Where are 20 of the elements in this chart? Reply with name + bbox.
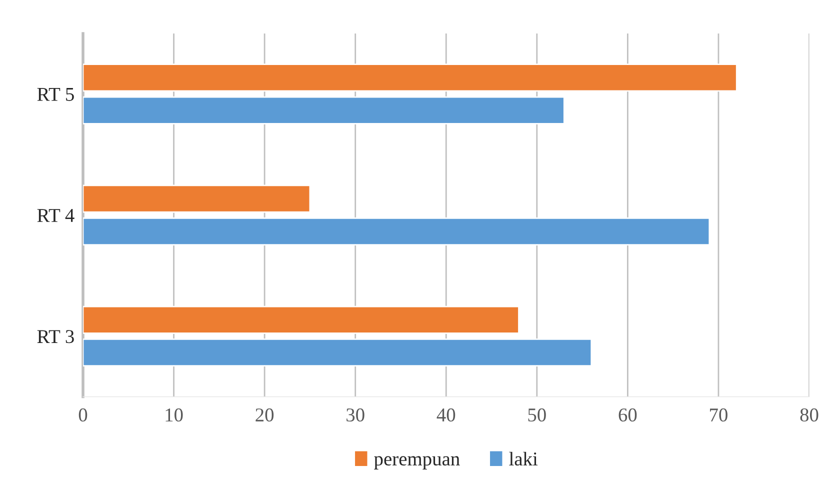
bar: [83, 64, 738, 92]
x-tick-label: 30: [346, 408, 364, 422]
bar: [83, 184, 311, 213]
legend-label: laki: [509, 452, 538, 466]
x-tick-label: 80: [800, 408, 818, 422]
x-tick-label: 10: [166, 408, 183, 422]
x-tick-label: 60: [618, 408, 637, 422]
bar: [83, 338, 592, 367]
x-tick-label: 70: [710, 408, 728, 422]
y-tick-label: RT 3: [37, 330, 74, 344]
bar: [83, 96, 565, 124]
y-tick-label: RT 5: [37, 88, 74, 101]
legend-label: perempuan: [374, 456, 460, 470]
bar: [83, 306, 520, 334]
bar: [83, 217, 710, 246]
x-tick-label: 40: [436, 408, 456, 422]
x-tick-label: 20: [256, 408, 274, 422]
x-tick-label: 50: [528, 408, 546, 422]
y-tick-label: RT 4: [37, 209, 74, 222]
x-tick-label: 0: [78, 408, 88, 422]
